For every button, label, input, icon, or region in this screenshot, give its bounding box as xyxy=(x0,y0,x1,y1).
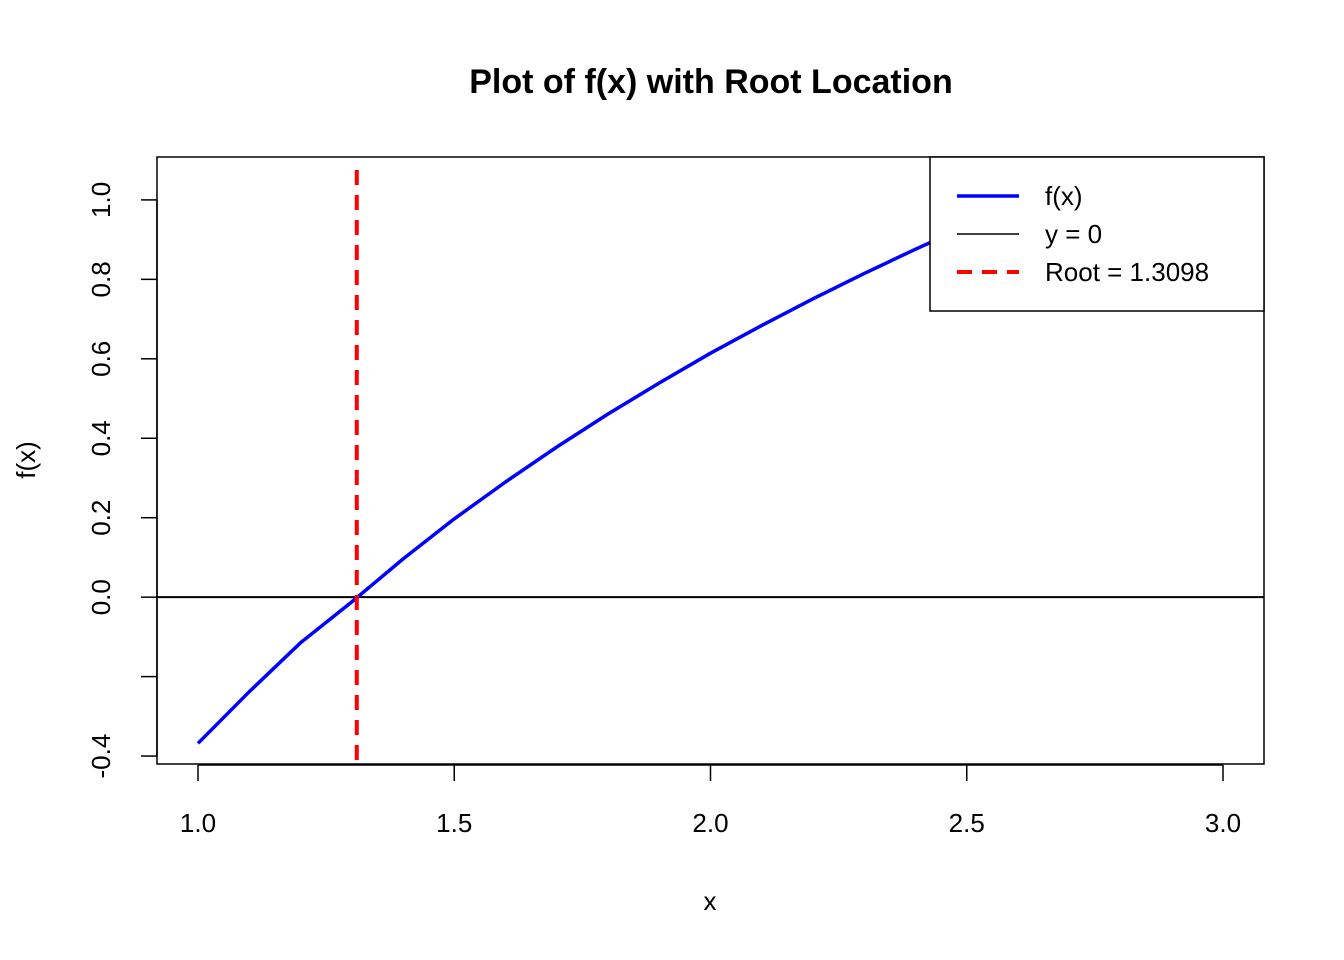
x-tick-label: 3.0 xyxy=(1205,808,1241,838)
x-tick-label: 1.5 xyxy=(436,808,472,838)
y-tick-label: 0.8 xyxy=(86,261,116,297)
x-tick-label: 1.0 xyxy=(180,808,216,838)
y-tick-label: 0.0 xyxy=(86,579,116,615)
legend-label: y = 0 xyxy=(1045,219,1102,249)
legend: f(x) y = 0 Root = 1.3098 xyxy=(929,156,1265,312)
x-tick-label: 2.5 xyxy=(949,808,985,838)
y-axis-label: f(x) xyxy=(11,441,41,479)
chart-title: Plot of f(x) with Root Location xyxy=(469,63,952,101)
legend-label: f(x) xyxy=(1045,181,1083,211)
legend-label: Root = 1.3098 xyxy=(1045,257,1209,287)
y-tick-label: 0.4 xyxy=(86,420,116,456)
y-tick-label: 0.2 xyxy=(86,500,116,536)
y-tick-label: 1.0 xyxy=(86,182,116,218)
y-tick-label: 0.6 xyxy=(86,341,116,377)
y-tick-label: -0.4 xyxy=(86,734,116,779)
x-axis-label: x xyxy=(704,886,717,916)
x-tick-label: 2.0 xyxy=(692,808,728,838)
